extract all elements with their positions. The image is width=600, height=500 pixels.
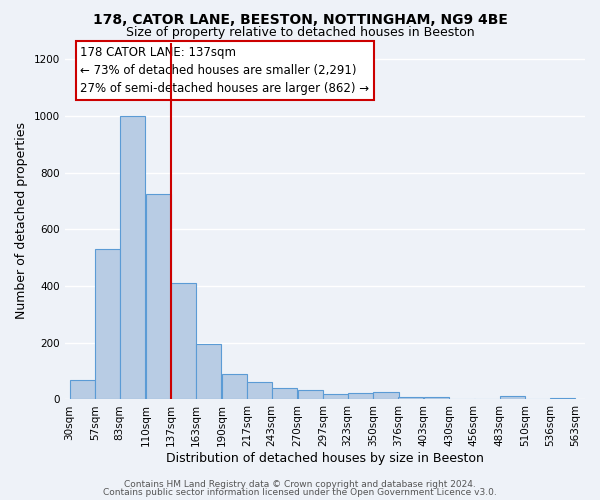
Bar <box>272 388 297 400</box>
Text: Contains public sector information licensed under the Open Government Licence v3: Contains public sector information licen… <box>103 488 497 497</box>
Bar <box>247 382 272 400</box>
Text: Size of property relative to detached houses in Beeston: Size of property relative to detached ho… <box>125 26 475 39</box>
Bar <box>348 393 373 400</box>
Bar <box>298 390 323 400</box>
Bar <box>196 344 221 400</box>
Bar <box>95 250 121 400</box>
Bar <box>146 194 171 400</box>
Bar <box>70 380 95 400</box>
Bar <box>500 396 525 400</box>
Bar <box>398 396 424 400</box>
Text: Contains HM Land Registry data © Crown copyright and database right 2024.: Contains HM Land Registry data © Crown c… <box>124 480 476 489</box>
Bar <box>171 284 196 400</box>
Bar <box>424 396 449 400</box>
Text: 178, CATOR LANE, BEESTON, NOTTINGHAM, NG9 4BE: 178, CATOR LANE, BEESTON, NOTTINGHAM, NG… <box>92 12 508 26</box>
Text: 178 CATOR LANE: 137sqm
← 73% of detached houses are smaller (2,291)
27% of semi-: 178 CATOR LANE: 137sqm ← 73% of detached… <box>80 46 370 95</box>
Bar <box>550 398 575 400</box>
Bar <box>221 374 247 400</box>
Bar <box>323 394 349 400</box>
Bar <box>373 392 398 400</box>
Y-axis label: Number of detached properties: Number of detached properties <box>15 122 28 320</box>
X-axis label: Distribution of detached houses by size in Beeston: Distribution of detached houses by size … <box>166 452 484 465</box>
Bar <box>120 116 145 400</box>
